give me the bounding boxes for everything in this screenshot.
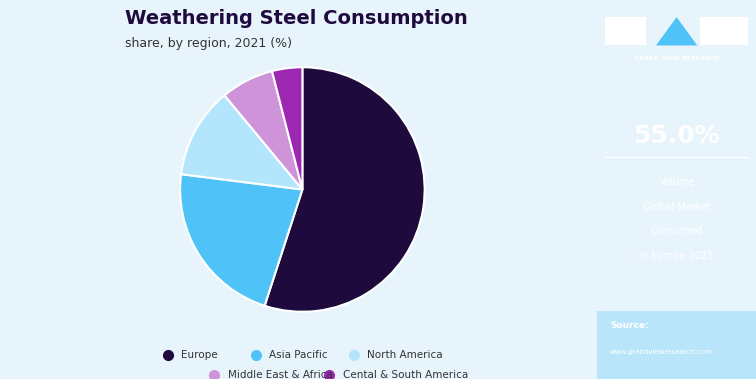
Text: Cental & South America: Cental & South America bbox=[342, 370, 468, 379]
Text: Volume: Volume bbox=[658, 177, 695, 187]
Text: GRAND VIEW RESEARCH: GRAND VIEW RESEARCH bbox=[634, 56, 720, 61]
Text: Source:: Source: bbox=[610, 321, 649, 330]
Wedge shape bbox=[225, 71, 302, 190]
Wedge shape bbox=[180, 174, 302, 306]
Text: Middle East & Africa: Middle East & Africa bbox=[228, 370, 333, 379]
Wedge shape bbox=[272, 67, 302, 190]
Text: Global Market: Global Market bbox=[643, 202, 711, 211]
Text: in Europe 2021: in Europe 2021 bbox=[640, 251, 714, 261]
Bar bbox=[605, 17, 646, 45]
Text: Consumed: Consumed bbox=[651, 226, 702, 236]
Wedge shape bbox=[265, 67, 425, 312]
Text: 55.0%: 55.0% bbox=[634, 124, 720, 149]
Text: Weathering Steel Consumption: Weathering Steel Consumption bbox=[125, 9, 468, 28]
Text: Asia Pacific: Asia Pacific bbox=[269, 349, 328, 360]
Wedge shape bbox=[181, 95, 302, 190]
Text: www.grandviewresearch.com: www.grandviewresearch.com bbox=[610, 349, 713, 356]
Polygon shape bbox=[656, 17, 697, 45]
Bar bbox=[700, 17, 748, 45]
Text: North America: North America bbox=[367, 349, 443, 360]
Text: Europe: Europe bbox=[181, 349, 218, 360]
Bar bbox=[597, 311, 756, 379]
Text: share, by region, 2021 (%): share, by region, 2021 (%) bbox=[125, 37, 292, 50]
